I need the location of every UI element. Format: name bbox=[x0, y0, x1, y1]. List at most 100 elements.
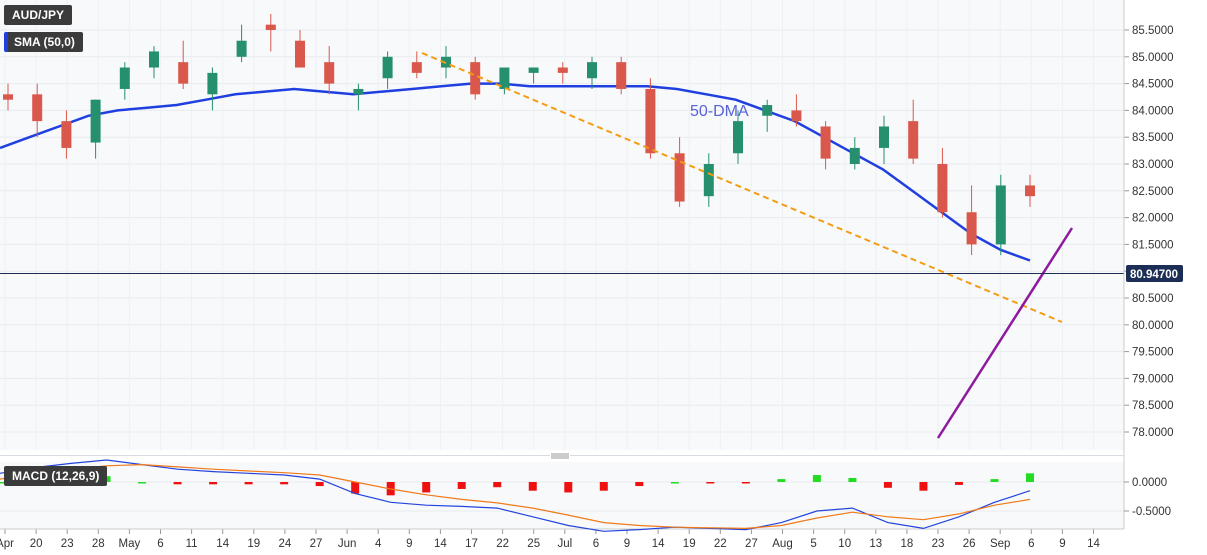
y-tick-label: 84.5000 bbox=[1132, 79, 1174, 91]
x-tick-label: 14 bbox=[434, 538, 447, 550]
macd-histogram-bar bbox=[138, 482, 147, 484]
y-tick-label: 78.5000 bbox=[1132, 400, 1174, 412]
x-tick-label: 19 bbox=[683, 538, 696, 550]
x-tick-label: 6 bbox=[1028, 538, 1034, 550]
y-tick-label: 78.0000 bbox=[1132, 427, 1174, 439]
x-tick-label: Jun bbox=[338, 538, 357, 550]
x-tick-label: 23 bbox=[61, 538, 74, 550]
candle bbox=[324, 46, 335, 95]
y-tick-label: 82.0000 bbox=[1132, 213, 1174, 225]
macd-histogram-bar bbox=[883, 482, 892, 488]
macd-histogram-bar bbox=[706, 482, 715, 484]
candle bbox=[528, 67, 539, 84]
symbol-badge[interactable]: AUD/JPY bbox=[4, 5, 73, 25]
candle bbox=[791, 94, 802, 127]
x-tick-label: 27 bbox=[310, 538, 323, 550]
sma-badge[interactable]: SMA (50,0) bbox=[4, 32, 83, 52]
y-tick-label: 85.5000 bbox=[1132, 25, 1174, 37]
candle bbox=[178, 40, 189, 89]
x-axis: Apr 20 23 28 May 6 11 14 19 24 27 Jun 4 9 14 17 22 25 Jul 6… bbox=[0, 528, 1124, 550]
candle bbox=[207, 67, 218, 111]
macd-histogram-bar bbox=[848, 477, 857, 482]
x-tick-label: 24 bbox=[279, 538, 292, 550]
macd-line bbox=[0, 459, 1031, 532]
macd-histogram-bar bbox=[244, 482, 253, 485]
macd-tick-label: -0.5000 bbox=[1132, 506, 1171, 518]
macd-histogram-bar bbox=[741, 482, 750, 484]
macd-grid bbox=[0, 481, 1124, 512]
y-tick-label: 80.5000 bbox=[1132, 293, 1174, 305]
macd-background bbox=[0, 462, 1124, 529]
candle bbox=[995, 174, 1006, 256]
candle bbox=[587, 56, 597, 89]
macd-signal-line bbox=[0, 463, 1031, 530]
y-tick-label: 80.0000 bbox=[1132, 320, 1174, 332]
macd-histogram-bar bbox=[564, 482, 573, 493]
x-tick-label: Apr bbox=[0, 538, 14, 550]
candle bbox=[820, 121, 831, 170]
candle bbox=[149, 46, 159, 79]
x-tick-label: 14 bbox=[1087, 538, 1100, 550]
grid bbox=[0, 29, 1124, 433]
x-tick-label: May bbox=[119, 538, 141, 550]
macd-tick-label: 0.0000 bbox=[1132, 477, 1167, 489]
macd-histogram-bar bbox=[209, 482, 218, 485]
x-tick-label: 27 bbox=[745, 538, 758, 550]
macd-histogram-bar bbox=[599, 482, 608, 491]
candle bbox=[236, 24, 247, 63]
candles bbox=[3, 13, 1035, 256]
x-tick-label: 17 bbox=[465, 538, 478, 550]
macd-histogram-bar bbox=[0, 482, 4, 484]
candle bbox=[353, 83, 364, 111]
candle bbox=[295, 30, 305, 68]
candle bbox=[966, 185, 977, 256]
macd-histogram-bar bbox=[493, 482, 502, 488]
price-badge bbox=[1126, 265, 1183, 282]
candle bbox=[61, 110, 72, 159]
macd-histogram-bar bbox=[422, 482, 431, 493]
panel-splitter[interactable] bbox=[0, 452, 1124, 459]
x-tick-label: Jul bbox=[557, 538, 572, 550]
candle bbox=[703, 153, 714, 207]
macd-histogram-bar bbox=[528, 482, 537, 491]
x-tick-label: 6 bbox=[157, 538, 163, 550]
x-tick-label: Sep bbox=[990, 538, 1010, 550]
macd-histogram-bar bbox=[457, 482, 466, 489]
macd-histogram-bar bbox=[280, 482, 289, 485]
x-tick-label: 14 bbox=[216, 538, 229, 550]
candle bbox=[470, 56, 481, 100]
macd-histogram-bar bbox=[635, 482, 644, 487]
y-tick-label: 83.0000 bbox=[1132, 159, 1174, 171]
x-tick-label: 11 bbox=[186, 538, 198, 550]
downtrend-line bbox=[421, 52, 1063, 323]
y-tick-label: 82.5000 bbox=[1132, 186, 1174, 198]
candle bbox=[119, 62, 130, 100]
y-tick-label: 84.0000 bbox=[1132, 105, 1174, 117]
macd-badge[interactable]: MACD (12,26,9) bbox=[4, 466, 108, 486]
candle bbox=[762, 99, 773, 132]
x-tick-label: 22 bbox=[496, 538, 509, 550]
macd-panel: 0.0000 -0.5000 bbox=[0, 459, 1171, 532]
x-tick-label: 28 bbox=[92, 538, 105, 550]
x-tick-label: 6 bbox=[593, 538, 599, 550]
candle bbox=[3, 83, 13, 111]
annotation-50dma: 50-DMA bbox=[690, 103, 749, 120]
macd-histogram-bar bbox=[315, 482, 324, 487]
candle bbox=[90, 99, 101, 159]
x-tick-label: 22 bbox=[714, 538, 727, 550]
y-tick-label: 81.5000 bbox=[1132, 239, 1174, 251]
candle bbox=[32, 83, 43, 138]
macd-histogram-bar bbox=[777, 479, 786, 482]
macd-histogram-bar bbox=[670, 482, 679, 484]
y-tick-label: 79.0000 bbox=[1132, 373, 1174, 385]
candle bbox=[937, 147, 948, 218]
price-badge-text: 80.94700 bbox=[1130, 269, 1178, 281]
x-tick-label: 25 bbox=[527, 538, 540, 550]
y-tick-label: 85.0000 bbox=[1132, 52, 1174, 64]
x-tick-label: 19 bbox=[247, 538, 260, 550]
x-tick-label: 14 bbox=[652, 538, 665, 550]
candle bbox=[616, 56, 627, 95]
candle bbox=[733, 110, 743, 164]
x-tick-label: 10 bbox=[838, 538, 851, 550]
candle bbox=[908, 99, 919, 164]
